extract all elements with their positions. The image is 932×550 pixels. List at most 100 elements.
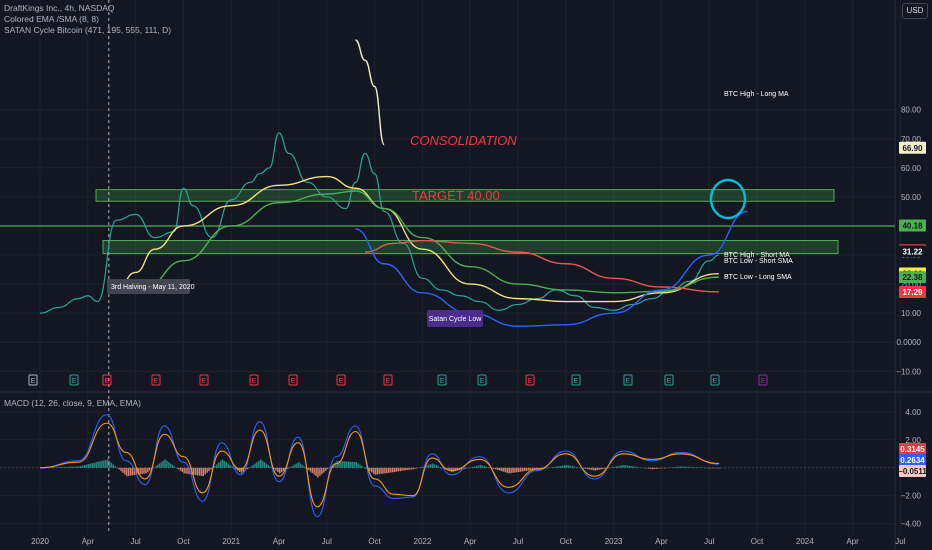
macd-histogram-bar: [718, 467, 721, 469]
earnings-marker: [383, 374, 393, 386]
macd-histogram-bar: [711, 467, 713, 469]
macd-histogram-bar: [586, 467, 589, 470]
macd-histogram-bar: [93, 462, 96, 468]
macd-histogram-bar: [481, 465, 484, 468]
macd-histogram-bar: [217, 462, 220, 468]
macd-histogram-bar: [59, 467, 61, 468]
macd-histogram-bar: [632, 466, 635, 468]
macd-price-badge: [899, 454, 926, 466]
macd-histogram-bar: [648, 467, 650, 469]
macd-histogram-bar: [395, 467, 398, 472]
macd-histogram-bar: [347, 461, 350, 468]
macd-histogram-bar: [386, 467, 388, 474]
macd-histogram-bar: [181, 467, 183, 472]
macd-histogram-bar: [131, 467, 134, 476]
macd-histogram-bar: [537, 467, 539, 470]
indicator-ema-sma[interactable]: Colored EMA /SMA (8, 8): [4, 14, 99, 24]
series-line: [355, 210, 748, 327]
macd-histogram-bar: [472, 466, 474, 468]
macd-histogram-bar: [351, 461, 354, 468]
macd-histogram-bar: [110, 462, 113, 468]
macd-histogram-bar: [525, 467, 528, 471]
macd-histogram-bar: [705, 467, 707, 469]
macd-histogram-bar: [634, 466, 637, 468]
macd-histogram-bar: [124, 467, 126, 475]
macd-histogram-bar: [70, 466, 73, 468]
macd-histogram-bar: [122, 467, 124, 473]
macd-histogram-bar: [152, 467, 155, 469]
macd-histogram-bar: [699, 467, 702, 468]
earnings-marker: [28, 374, 38, 386]
macd-histogram-bar: [55, 467, 57, 468]
price-lines: [39, 39, 748, 327]
macd-histogram-bar: [575, 466, 577, 468]
macd-histogram-bar: [334, 462, 336, 468]
macd-histogram-bar: [170, 463, 172, 468]
macd-histogram-bar: [219, 461, 222, 468]
macd-histogram-bar: [387, 467, 390, 473]
x-tick-label: Apr: [82, 537, 95, 546]
macd-histogram-bar: [342, 461, 344, 468]
macd-histogram-bar: [598, 467, 600, 470]
currency-button[interactable]: USD: [902, 3, 928, 19]
x-tick-label: 2022: [414, 537, 432, 546]
macd-histogram-bar: [516, 467, 518, 473]
macd-histogram-bar: [221, 459, 224, 468]
macd-histogram-bar: [561, 465, 564, 468]
macd-histogram-bar: [355, 462, 357, 468]
macd-histogram-bar: [636, 466, 639, 468]
macd-histogram-bar: [148, 467, 151, 471]
macd-histogram-bar: [531, 467, 533, 471]
macd-histogram-bar: [261, 460, 264, 468]
macd-histogram-bar: [378, 467, 380, 475]
cycle-low-callout: [427, 310, 483, 327]
macd-histogram-bar: [365, 467, 367, 469]
price-badge-label: 66.90: [902, 144, 923, 153]
macd-histogram-bar: [322, 467, 325, 473]
macd-histogram-bar: [590, 467, 593, 470]
macd-price-badge-label: −0.0511: [898, 467, 927, 476]
x-tick-label: Jul: [895, 537, 905, 546]
macd-histogram-bar: [156, 465, 159, 468]
macd-histogram-bar: [504, 467, 507, 473]
macd-histogram-bar: [235, 467, 237, 470]
macd-histogram-bar: [611, 467, 614, 468]
macd-histogram-bar: [405, 467, 407, 471]
macd-histogram-bar: [688, 466, 690, 468]
macd-histogram-bar: [607, 467, 610, 469]
macd-histogram-bar: [667, 467, 669, 469]
macd-histogram-bar: [466, 467, 468, 469]
macd-histogram-bar: [64, 466, 67, 468]
macd-histogram-bar: [678, 466, 681, 468]
macd-histogram-bar: [353, 462, 356, 468]
indicator-satan-cycle[interactable]: SATAN Cycle Bitcoin (471, 195, 555, 111,…: [4, 25, 172, 35]
target-label: TARGET 40.00: [412, 188, 500, 203]
macd-legend[interactable]: MACD (12, 26, close, 9, EMA, EMA): [4, 398, 141, 408]
macd-histogram-bar: [372, 467, 375, 474]
macd-histogram-bar: [546, 467, 549, 469]
macd-histogram-bar: [61, 467, 63, 468]
macd-histogram-bar: [506, 467, 509, 473]
macd-histogram-bar: [431, 463, 434, 468]
macd-histogram-bar: [196, 467, 199, 476]
y-tick-label: 10.00: [901, 309, 922, 318]
consolidation-zones: [0, 0, 895, 532]
macd-histogram-bar: [49, 467, 52, 468]
macd-histogram-bar: [303, 466, 306, 468]
macd-histogram-bar: [613, 466, 616, 468]
macd-histogram-bar: [99, 461, 101, 468]
macd-histogram-bar: [213, 466, 216, 468]
macd-histogram-bar: [435, 465, 438, 468]
macd-histogram-bar: [298, 462, 300, 468]
macd-histogram-bar: [449, 467, 451, 472]
earnings-marker: [336, 374, 346, 386]
earnings-marker-letter: E: [291, 378, 296, 385]
price-badge-label: 17.29: [902, 288, 923, 297]
earnings-marker-letter: E: [252, 378, 257, 385]
macd-histogram-bar: [502, 467, 505, 472]
macd-histogram-bar: [257, 460, 260, 468]
macd-histogram-bar: [324, 467, 327, 471]
macd-histogram-bar: [510, 467, 512, 474]
macd-histogram-bar: [410, 467, 413, 470]
